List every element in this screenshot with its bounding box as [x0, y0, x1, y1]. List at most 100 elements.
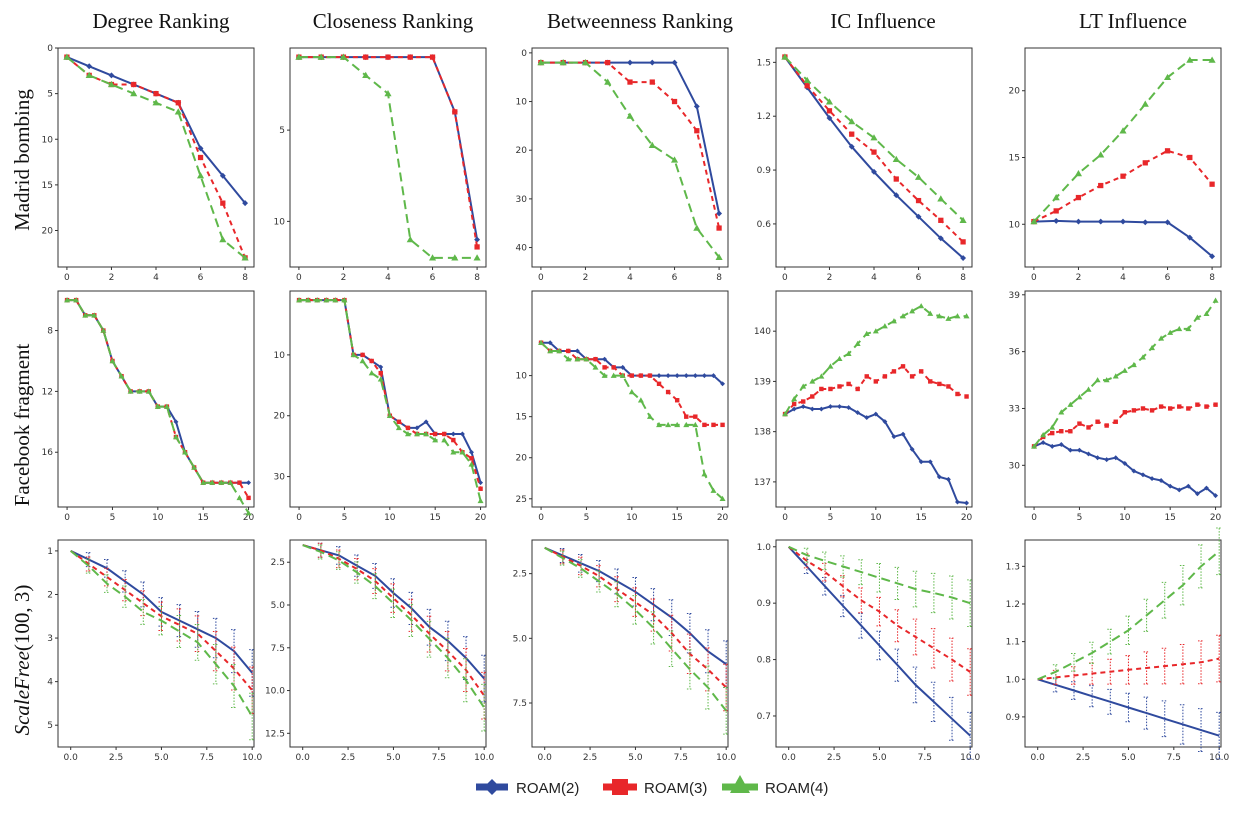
marker-roam3	[882, 374, 888, 379]
marker-roam3	[1053, 208, 1059, 214]
marker-roam4	[451, 254, 459, 261]
marker-roam3	[960, 239, 966, 245]
x-tick-label: 6	[916, 273, 922, 283]
marker-roam3	[593, 356, 598, 362]
marker-roam4	[637, 397, 644, 403]
x-tick-label: 15	[915, 513, 926, 523]
x-tick-label: 15	[1164, 513, 1175, 523]
marker-roam4	[538, 339, 545, 345]
x-tick-label: 5	[110, 513, 116, 523]
marker-roam3	[937, 381, 942, 387]
marker-roam2	[791, 406, 797, 412]
marker-roam4	[362, 71, 370, 79]
legend-marker-roam2	[484, 779, 500, 795]
legend: ROAM(2) ROAM(3) ROAM(4)	[476, 775, 828, 797]
y-tick-label: 4	[47, 678, 53, 688]
panel-r1-c3: 0 5 10 15 20 137 138 139 140	[754, 290, 973, 523]
marker-roam2	[936, 474, 942, 480]
marker-roam4	[1049, 424, 1056, 430]
x-tick-label: 0	[538, 513, 544, 523]
panel-frame	[531, 539, 729, 748]
marker-roam3	[928, 379, 933, 384]
marker-roam2	[945, 476, 951, 482]
y-tick-label: 2.5	[271, 558, 285, 568]
panel-r0-c3: 0 2 4 6 8 0.6 0.9 1.2 1.5	[757, 47, 973, 283]
y-tick-label: 0.6	[757, 220, 772, 230]
marker-roam2	[620, 364, 626, 370]
marker-roam4	[241, 254, 249, 261]
marker-roam3	[237, 480, 242, 485]
marker-roam3	[363, 54, 369, 60]
marker-roam2	[1053, 217, 1060, 224]
x-tick-label: 20	[243, 513, 255, 523]
x-tick-label: 10.0	[474, 753, 494, 763]
marker-roam3	[918, 369, 924, 374]
marker-roam4	[1185, 325, 1192, 332]
marker-roam2	[711, 373, 716, 379]
marker-roam3	[674, 398, 680, 403]
panel-frame	[775, 539, 973, 748]
marker-roam2	[1113, 455, 1119, 461]
marker-roam3	[702, 422, 707, 428]
y-tick-label: 0.9	[1006, 713, 1021, 723]
y-tick-label: 0.9	[757, 599, 772, 609]
row-title-scalefree: ScaleFree(100, 3)	[10, 585, 34, 736]
marker-roam2	[674, 373, 680, 379]
marker-roam4	[693, 224, 701, 231]
marker-roam3	[1195, 402, 1200, 407]
marker-roam4	[73, 297, 80, 303]
x-tick-label: 0	[64, 513, 70, 523]
x-tick-label: 4	[871, 273, 877, 283]
marker-roam4	[130, 90, 138, 97]
marker-roam2	[1209, 253, 1216, 260]
series-roam4	[1030, 56, 1216, 225]
x-tick-label: 10	[626, 513, 638, 523]
marker-roam2	[915, 213, 922, 220]
marker-roam4	[172, 434, 179, 440]
marker-roam3	[693, 414, 698, 419]
marker-roam3	[405, 425, 411, 431]
series-roam2	[787, 546, 974, 760]
marker-roam4	[574, 356, 581, 362]
marker-roam4	[900, 313, 907, 319]
y-tick-label: 1.2	[1006, 600, 1020, 610]
x-tick-label: 7.5	[1167, 753, 1181, 763]
marker-roam3	[1086, 425, 1091, 430]
marker-roam3	[611, 365, 616, 370]
panel-frame	[289, 539, 487, 748]
marker-roam3	[153, 90, 159, 97]
marker-roam4	[809, 378, 816, 384]
x-tick-label: 5.0	[1121, 753, 1136, 763]
y-tick-label: 20	[42, 227, 54, 237]
panel-r2-c2: 0.0 2.5 5.0 7.5 10.0 2.5 5.0 7.5	[513, 539, 736, 763]
x-tick-label: 8	[716, 273, 722, 283]
marker-roam4	[428, 254, 437, 261]
marker-roam2	[665, 373, 671, 379]
panel-frame	[57, 539, 255, 748]
panel-r2-c3: 0.0 2.5 5.0 7.5 10.00.70.80.91.0	[757, 539, 980, 763]
x-tick-label: 2	[341, 273, 347, 283]
x-tick-label: 0.0	[1031, 753, 1046, 763]
x-tick-label: 0	[782, 513, 788, 523]
marker-roam4	[610, 372, 617, 378]
panel-r2-c0: 0.0 2.5 5.0 7.5 10.0 1 2 3 4 5	[47, 539, 262, 763]
y-tick-label: 138	[754, 428, 771, 438]
marker-roam4	[1119, 127, 1127, 134]
marker-roam2	[1104, 457, 1110, 463]
marker-roam4	[719, 495, 726, 502]
series-roam4	[70, 550, 256, 741]
marker-roam2	[871, 168, 877, 175]
marker-roam2	[219, 172, 226, 179]
marker-roam4	[818, 373, 825, 379]
x-tick-label: 8	[960, 273, 966, 283]
marker-roam3	[846, 381, 851, 387]
marker-roam4	[406, 236, 414, 243]
x-tick-label: 0	[782, 273, 788, 283]
marker-roam4	[305, 297, 312, 303]
marker-roam3	[909, 374, 915, 379]
series-line	[302, 544, 486, 709]
marker-roam3	[720, 422, 725, 428]
marker-roam3	[1113, 419, 1118, 424]
marker-roam4	[227, 479, 234, 485]
